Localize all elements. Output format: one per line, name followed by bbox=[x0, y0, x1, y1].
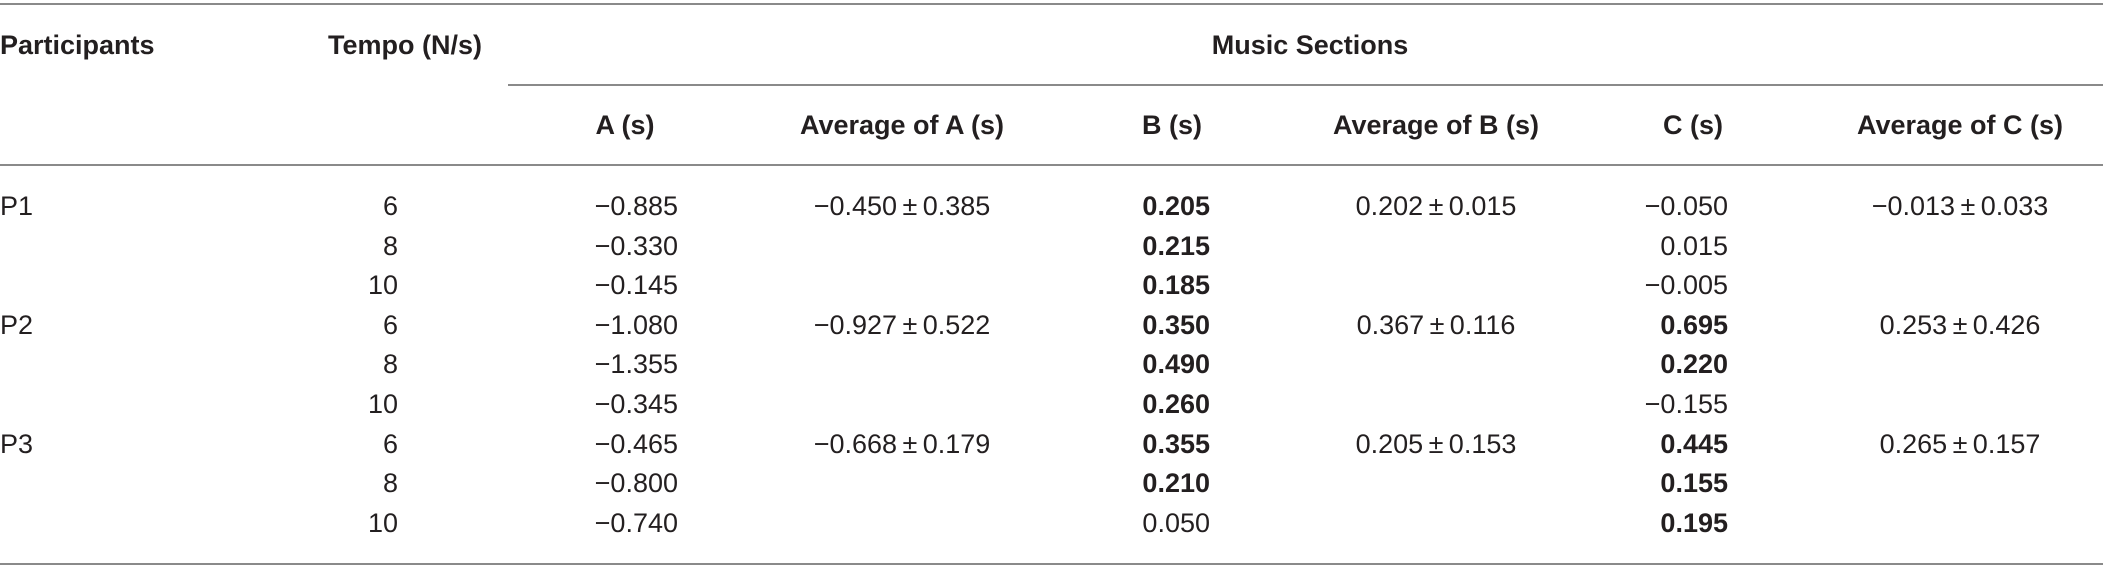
cell-avg-c bbox=[1820, 344, 2100, 384]
cell-tempo: 10 bbox=[367, 508, 398, 538]
cell-tempo: 6 bbox=[382, 191, 398, 221]
cell-avg-c bbox=[1820, 463, 2100, 503]
cell-a: −0.885 bbox=[594, 191, 678, 221]
cell-participant: P1 bbox=[0, 191, 34, 221]
cell-b: 0.050 bbox=[1142, 508, 1210, 538]
cell-c: 0.695 bbox=[1660, 310, 1728, 340]
header-a: A (s) bbox=[595, 110, 655, 140]
cell-a: −0.740 bbox=[594, 508, 678, 538]
cell-c: −0.050 bbox=[1644, 191, 1728, 221]
header-average-b: Average of B (s) bbox=[1332, 110, 1540, 140]
cell-avg-b: 0.202 ± 0.015 bbox=[1355, 191, 1517, 221]
cell-avg-a bbox=[752, 344, 1052, 384]
top-rule bbox=[0, 3, 2103, 5]
cell-a: −0.145 bbox=[594, 270, 678, 300]
cell-a: −0.465 bbox=[594, 429, 678, 459]
header-participants: Participants bbox=[0, 30, 155, 60]
cell-tempo: 8 bbox=[382, 349, 398, 379]
cell-avg-c: −0.013 ± 0.033 bbox=[1871, 191, 2049, 221]
cell-a: −0.345 bbox=[594, 389, 678, 419]
cell-avg-b bbox=[1286, 344, 1586, 384]
cell-avg-c bbox=[1820, 265, 2100, 305]
cell-avg-b bbox=[1286, 226, 1586, 266]
cell-c: 0.015 bbox=[1660, 231, 1728, 261]
cell-a: −1.355 bbox=[594, 349, 678, 379]
cell-avg-a: −0.450 ± 0.385 bbox=[813, 191, 991, 221]
cell-c: 0.220 bbox=[1660, 349, 1728, 379]
header-average-c: Average of C (s) bbox=[1856, 110, 2064, 140]
cell-b: 0.215 bbox=[1142, 231, 1210, 261]
cell-participant bbox=[0, 344, 120, 384]
header-music-sections: Music Sections bbox=[1211, 30, 1409, 60]
header-bottom-rule bbox=[0, 164, 2103, 166]
cell-b: 0.210 bbox=[1142, 468, 1210, 498]
cell-avg-a: −0.668 ± 0.179 bbox=[813, 429, 991, 459]
cell-tempo: 8 bbox=[382, 231, 398, 261]
cell-participant bbox=[0, 226, 120, 266]
cell-avg-a bbox=[752, 226, 1052, 266]
cell-avg-b bbox=[1286, 503, 1586, 543]
cell-avg-c: 0.265 ± 0.157 bbox=[1879, 429, 2041, 459]
cell-participant bbox=[0, 503, 120, 543]
cell-b: 0.185 bbox=[1142, 270, 1210, 300]
cell-b: 0.260 bbox=[1142, 389, 1210, 419]
header-average-a: Average of A (s) bbox=[799, 110, 1005, 140]
cell-tempo: 10 bbox=[367, 270, 398, 300]
cell-avg-a bbox=[752, 503, 1052, 543]
header-c: C (s) bbox=[1663, 110, 1723, 140]
cell-participant: P3 bbox=[0, 429, 34, 459]
cell-tempo: 6 bbox=[382, 310, 398, 340]
header-tempo: Tempo (N/s) bbox=[328, 30, 482, 60]
cell-avg-a bbox=[752, 384, 1052, 424]
cell-b: 0.490 bbox=[1142, 349, 1210, 379]
music-sections-rule bbox=[508, 84, 2103, 86]
bottom-rule bbox=[0, 563, 2103, 565]
cell-avg-a bbox=[752, 463, 1052, 503]
cell-participant bbox=[0, 265, 120, 305]
cell-c: 0.155 bbox=[1660, 468, 1728, 498]
cell-b: 0.205 bbox=[1142, 191, 1210, 221]
cell-participant: P2 bbox=[0, 310, 34, 340]
cell-a: −1.080 bbox=[594, 310, 678, 340]
cell-avg-c bbox=[1820, 226, 2100, 266]
cell-tempo: 8 bbox=[382, 468, 398, 498]
cell-avg-c: 0.253 ± 0.426 bbox=[1879, 310, 2041, 340]
cell-avg-c bbox=[1820, 384, 2100, 424]
cell-a: −0.800 bbox=[594, 468, 678, 498]
cell-tempo: 10 bbox=[367, 389, 398, 419]
cell-avg-b: 0.205 ± 0.153 bbox=[1355, 429, 1517, 459]
cell-c: 0.195 bbox=[1660, 508, 1728, 538]
cell-a: −0.330 bbox=[594, 231, 678, 261]
cell-participant bbox=[0, 384, 120, 424]
cell-c: 0.445 bbox=[1660, 429, 1728, 459]
cell-c: −0.155 bbox=[1644, 389, 1728, 419]
cell-avg-b bbox=[1286, 384, 1586, 424]
cell-avg-b: 0.367 ± 0.116 bbox=[1356, 310, 1516, 340]
cell-b: 0.350 bbox=[1142, 310, 1210, 340]
cell-participant bbox=[0, 463, 120, 503]
cell-b: 0.355 bbox=[1142, 429, 1210, 459]
cell-avg-b bbox=[1286, 463, 1586, 503]
header-b: B (s) bbox=[1142, 110, 1202, 140]
cell-tempo: 6 bbox=[382, 429, 398, 459]
cell-avg-b bbox=[1286, 265, 1586, 305]
cell-avg-a bbox=[752, 265, 1052, 305]
cell-avg-c bbox=[1820, 503, 2100, 543]
cell-avg-a: −0.927 ± 0.522 bbox=[813, 310, 991, 340]
cell-c: −0.005 bbox=[1644, 270, 1728, 300]
